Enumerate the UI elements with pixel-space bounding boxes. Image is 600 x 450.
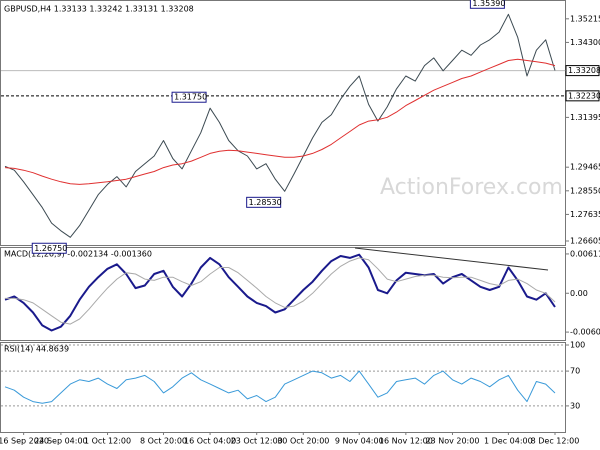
y-tick-label: 1.27635 bbox=[570, 210, 600, 219]
price-label: 1.33208 bbox=[568, 66, 600, 75]
price-label: 1.32230 bbox=[568, 91, 600, 100]
y-tick-label: 1.28550 bbox=[570, 186, 600, 195]
x-tick-label: 16 Oct 04:00 bbox=[184, 437, 236, 446]
y-tick-label: 70 bbox=[570, 367, 580, 376]
x-tick-label: 23 Nov 20:00 bbox=[425, 437, 479, 446]
y-tick-label: 30 bbox=[570, 401, 580, 410]
y-tick-label: 1.31395 bbox=[570, 113, 600, 122]
rsi-panel bbox=[0, 342, 566, 433]
x-tick-label: 1 Dec 04:00 bbox=[484, 437, 533, 446]
x-tick-label: 1 Oct 12:00 bbox=[84, 437, 131, 446]
x-tick-label: 24 Sep 04:00 bbox=[34, 437, 87, 446]
annotation-label: 1.31750 bbox=[174, 93, 207, 102]
macd-title: MACD(12,26,9) -0.002134 -0.001360 bbox=[4, 250, 152, 259]
y-tick-label: 1.35215 bbox=[570, 14, 600, 23]
x-tick-label: 8 Dec 12:00 bbox=[531, 437, 580, 446]
annotation-box bbox=[171, 91, 207, 103]
x-tick-label: 30 Oct 20:00 bbox=[277, 437, 329, 446]
y-tick-label: 100 bbox=[570, 341, 585, 350]
watermark: ActionForex.com bbox=[380, 175, 563, 200]
annotation-box bbox=[31, 242, 67, 254]
series-line bbox=[4, 370, 556, 404]
series-line bbox=[4, 58, 556, 185]
x-tick-label: 16 Sep 2020 bbox=[0, 437, 49, 446]
y-tick-label: 1.26605 bbox=[570, 237, 600, 246]
series-line bbox=[5, 257, 556, 325]
price-panel bbox=[0, 0, 566, 246]
series-line bbox=[4, 13, 556, 238]
x-tick-label: 8 Oct 20:00 bbox=[140, 437, 187, 446]
trend-line bbox=[354, 247, 549, 271]
y-tick-label: 0.006116 bbox=[570, 249, 600, 258]
rsi-title: RSI(14) 44.8639 bbox=[4, 345, 69, 354]
y-tick-label: -0.00604 bbox=[570, 328, 600, 337]
y-tick-label: 1.34300 bbox=[570, 38, 600, 47]
y-tick-label: 0.00 bbox=[570, 289, 588, 298]
x-tick-label: 16 Nov 12:00 bbox=[379, 437, 433, 446]
annotation-label: 1.26750 bbox=[34, 244, 67, 253]
annotation-box bbox=[469, 0, 505, 9]
x-tick-label: 9 Nov 04:00 bbox=[335, 437, 384, 446]
y-tick-label: 1.29465 bbox=[570, 163, 600, 172]
annotation-label: 1.28530 bbox=[249, 198, 282, 207]
annotation-box bbox=[246, 196, 282, 208]
price-box bbox=[565, 90, 600, 102]
price-box bbox=[565, 65, 600, 77]
x-tick-label: 23 Oct 12:00 bbox=[231, 437, 283, 446]
chart-title: GBPUSD,H4 1.33133 1.33242 1.33131 1.3320… bbox=[4, 5, 194, 14]
macd-panel bbox=[0, 247, 566, 341]
annotation-label: 1.35390 bbox=[472, 0, 505, 8]
series-line bbox=[4, 253, 556, 332]
